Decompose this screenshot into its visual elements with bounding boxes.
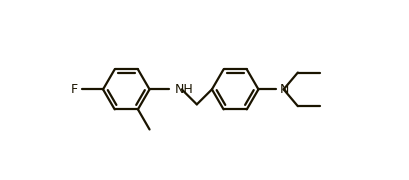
Text: F: F bbox=[71, 83, 78, 96]
Text: NH: NH bbox=[175, 83, 194, 96]
Text: N: N bbox=[280, 83, 289, 96]
